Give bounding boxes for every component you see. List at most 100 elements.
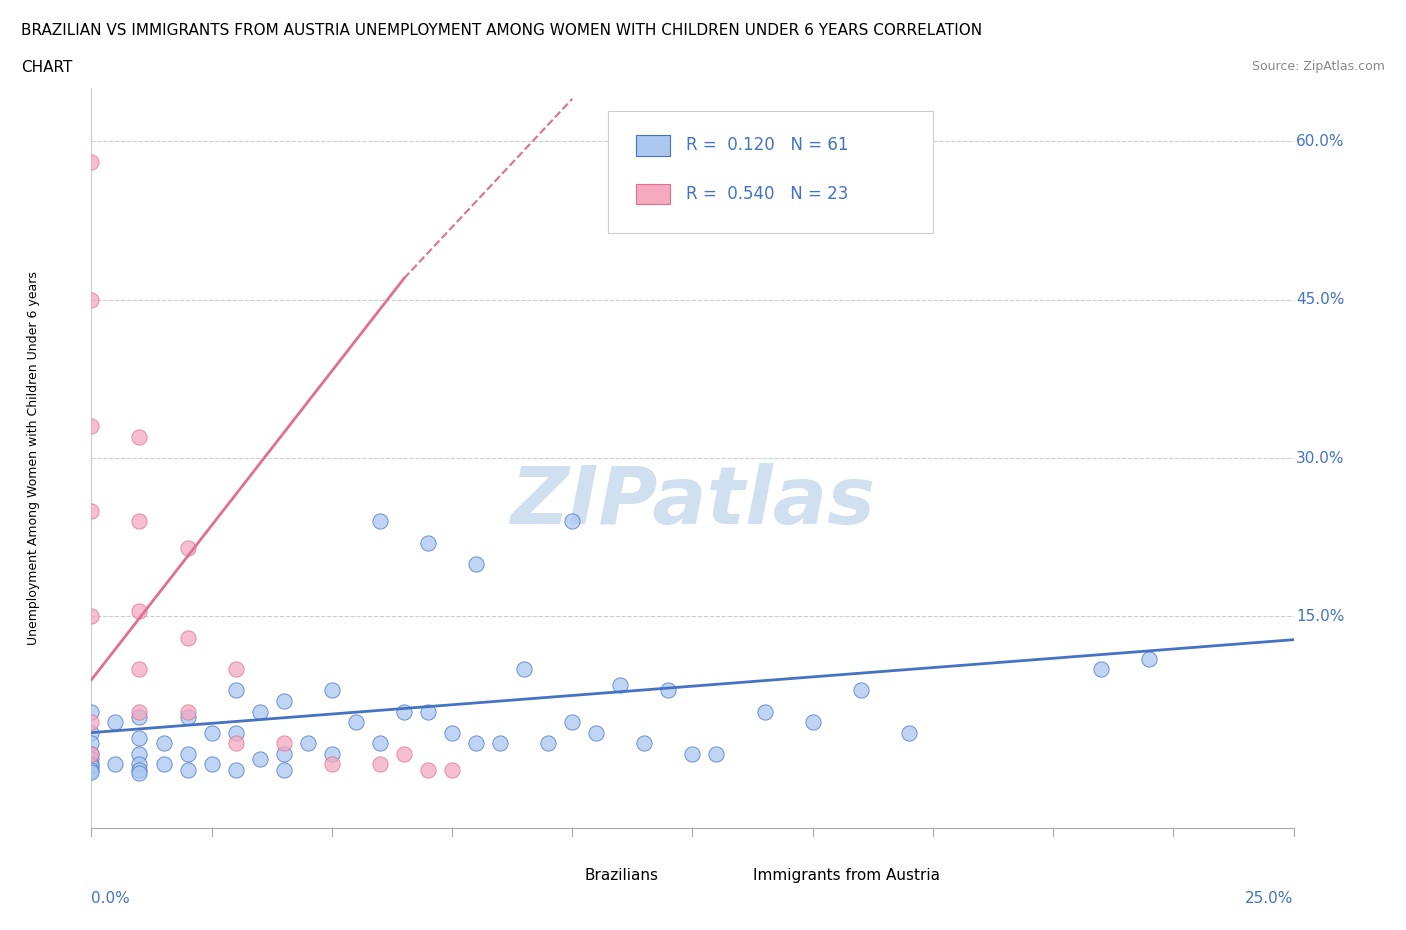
Bar xyxy=(636,135,669,155)
Point xyxy=(416,535,439,550)
Point xyxy=(80,714,103,729)
Point xyxy=(368,757,391,772)
Point xyxy=(489,736,512,751)
Point xyxy=(297,736,319,751)
Point xyxy=(176,631,198,645)
Point xyxy=(897,725,920,740)
Point xyxy=(561,514,583,529)
Point xyxy=(128,730,150,745)
Point xyxy=(128,765,150,780)
Point xyxy=(152,736,174,751)
Point xyxy=(128,604,150,618)
Text: 25.0%: 25.0% xyxy=(1246,891,1294,906)
Point xyxy=(128,710,150,724)
Point xyxy=(225,683,247,698)
Point xyxy=(80,609,103,624)
Point xyxy=(754,704,776,719)
Point xyxy=(225,725,247,740)
Text: BRAZILIAN VS IMMIGRANTS FROM AUSTRIA UNEMPLOYMENT AMONG WOMEN WITH CHILDREN UNDE: BRAZILIAN VS IMMIGRANTS FROM AUSTRIA UNE… xyxy=(21,23,983,38)
Point xyxy=(416,763,439,777)
Point xyxy=(513,662,536,677)
Text: Unemployment Among Women with Children Under 6 years: Unemployment Among Women with Children U… xyxy=(27,271,41,645)
Text: 45.0%: 45.0% xyxy=(1296,292,1344,307)
Point xyxy=(633,736,655,751)
Point xyxy=(273,736,295,751)
Text: Immigrants from Austria: Immigrants from Austria xyxy=(752,868,939,883)
Point xyxy=(249,704,271,719)
Point xyxy=(392,704,415,719)
Point xyxy=(201,725,224,740)
Point xyxy=(80,763,103,777)
Point xyxy=(80,757,103,772)
Point xyxy=(80,418,103,433)
Point xyxy=(585,725,607,740)
Text: R =  0.120   N = 61: R = 0.120 N = 61 xyxy=(686,137,849,154)
Point xyxy=(128,430,150,445)
Point xyxy=(1137,651,1160,666)
Point xyxy=(1090,662,1112,677)
Point xyxy=(80,746,103,761)
Text: 30.0%: 30.0% xyxy=(1296,450,1344,466)
Point xyxy=(128,763,150,777)
Point xyxy=(128,746,150,761)
Point xyxy=(273,763,295,777)
Point xyxy=(225,763,247,777)
Point xyxy=(128,704,150,719)
Point xyxy=(657,683,679,698)
Point xyxy=(80,759,103,774)
Point xyxy=(273,694,295,709)
Point xyxy=(80,751,103,766)
Point xyxy=(321,757,343,772)
Point xyxy=(80,725,103,740)
Point xyxy=(80,764,103,779)
Bar xyxy=(548,867,575,883)
Point xyxy=(201,757,224,772)
Point xyxy=(80,292,103,307)
Point xyxy=(392,746,415,761)
Point xyxy=(440,725,463,740)
Point xyxy=(176,746,198,761)
Point xyxy=(321,683,343,698)
Point xyxy=(321,746,343,761)
Point xyxy=(152,757,174,772)
Point xyxy=(849,683,872,698)
Point xyxy=(128,662,150,677)
Point xyxy=(537,736,560,751)
Point xyxy=(465,736,488,751)
Point xyxy=(273,746,295,761)
Point xyxy=(176,704,198,719)
Point xyxy=(80,736,103,751)
Bar xyxy=(717,867,742,883)
Point xyxy=(225,736,247,751)
Point xyxy=(104,757,127,772)
Point xyxy=(681,746,703,761)
Text: 15.0%: 15.0% xyxy=(1296,609,1344,624)
Point xyxy=(344,714,367,729)
Text: 0.0%: 0.0% xyxy=(91,891,131,906)
Point xyxy=(465,556,488,571)
Point xyxy=(249,751,271,766)
Point xyxy=(104,714,127,729)
Text: R =  0.540   N = 23: R = 0.540 N = 23 xyxy=(686,185,849,203)
Point xyxy=(368,514,391,529)
Text: CHART: CHART xyxy=(21,60,73,75)
Point xyxy=(80,746,103,761)
Point xyxy=(80,155,103,170)
Point xyxy=(176,540,198,555)
Text: Brazilians: Brazilians xyxy=(585,868,658,883)
Point xyxy=(561,714,583,729)
Point xyxy=(128,514,150,529)
Bar xyxy=(636,184,669,205)
Point xyxy=(128,757,150,772)
Point xyxy=(176,763,198,777)
Point xyxy=(801,714,824,729)
FancyBboxPatch shape xyxy=(609,111,934,232)
Text: Source: ZipAtlas.com: Source: ZipAtlas.com xyxy=(1251,60,1385,73)
Point xyxy=(225,662,247,677)
Point xyxy=(416,704,439,719)
Point xyxy=(609,678,631,693)
Text: 60.0%: 60.0% xyxy=(1296,134,1344,149)
Point xyxy=(440,763,463,777)
Text: ZIPatlas: ZIPatlas xyxy=(510,463,875,541)
Point xyxy=(368,736,391,751)
